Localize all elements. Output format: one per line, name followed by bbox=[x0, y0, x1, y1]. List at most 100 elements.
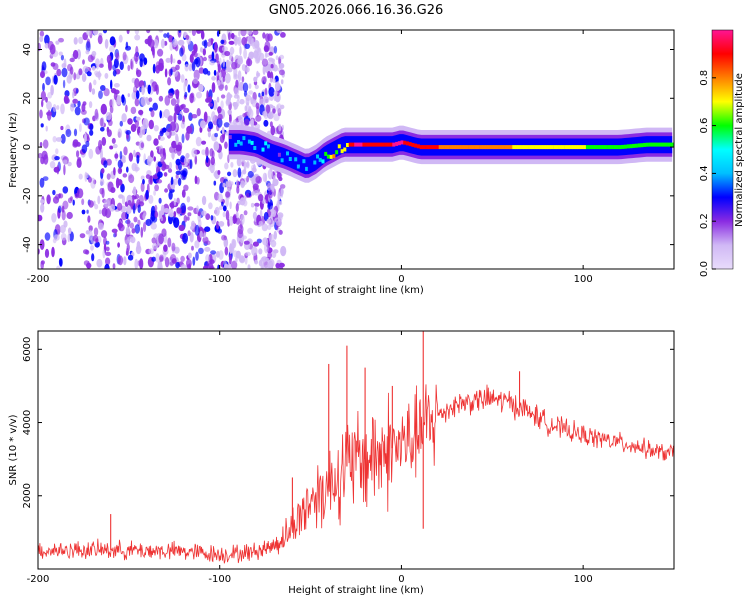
spectrogram-noise-blob bbox=[253, 76, 258, 83]
spectrogram-ridge-cell bbox=[615, 145, 619, 150]
spectrogram-noise-blob bbox=[208, 266, 215, 269]
spectrogram-noise-blob bbox=[250, 202, 255, 208]
spectrogram-noise-blob bbox=[130, 106, 137, 115]
spectrogram-ridge-cell bbox=[386, 142, 390, 147]
spectrogram-noise-blob bbox=[133, 216, 138, 223]
spectrogram-noise-blob bbox=[248, 106, 252, 116]
spectrogram-noise-blob bbox=[216, 71, 220, 81]
spectrogram-ridge-cell bbox=[299, 167, 303, 172]
snr-x-tick-label: 100 bbox=[574, 574, 593, 585]
spectrogram-ridge-cell bbox=[234, 142, 238, 147]
spectrogram-noise-blob bbox=[60, 54, 64, 61]
spectrogram-noise-blob bbox=[262, 64, 266, 75]
spectrogram-noise-blob bbox=[278, 262, 285, 268]
spectrogram-noise-blob bbox=[237, 57, 244, 65]
spectrogram-noise-blob bbox=[88, 101, 93, 109]
spectrogram-noise-blob bbox=[39, 177, 45, 188]
snr-x-tick-label: -200 bbox=[27, 574, 50, 585]
spectrogram-noise-blob bbox=[52, 136, 57, 143]
spectrogram-noise-blob bbox=[65, 128, 72, 138]
spectrogram-noise-blob bbox=[210, 37, 214, 46]
spectrogram-noise-blob bbox=[87, 176, 92, 183]
spectrogram-noise-blob bbox=[102, 249, 106, 259]
spectrogram-ridge-cell bbox=[509, 145, 513, 150]
spectrogram-noise-blob bbox=[40, 123, 44, 128]
spectrogram-noise-blob bbox=[94, 108, 99, 120]
spectrogram-noise-blob bbox=[278, 62, 285, 69]
spectrogram-noise-blob bbox=[180, 264, 187, 269]
spectrogram-noise-blob bbox=[228, 254, 232, 265]
spectrogram-noise-blob bbox=[112, 263, 116, 269]
spectrogram-noise-blob bbox=[189, 159, 193, 170]
spectrogram-noise-blob bbox=[254, 202, 260, 207]
spectrogram-noise-blob bbox=[195, 251, 199, 261]
spectrogram-noise-blob bbox=[273, 113, 280, 122]
spectrogram-ridge-cell bbox=[564, 145, 568, 150]
spectrogram-noise-blob bbox=[131, 228, 136, 234]
spectrogram-ridge-cell bbox=[411, 142, 415, 147]
spectrogram-ridge-cell bbox=[351, 142, 355, 147]
spectrogram-noise-blob bbox=[199, 47, 204, 53]
spectrogram-noise-blob bbox=[256, 70, 259, 79]
spectrogram-noise-blob bbox=[272, 78, 276, 83]
spectrogram-y-tick-label: 40 bbox=[22, 43, 33, 56]
spectrogram-noise-blob bbox=[89, 123, 94, 131]
spectrogram-noise-blob bbox=[160, 38, 165, 49]
spectrogram-noise-blob bbox=[91, 88, 96, 95]
spectrogram-noise-blob bbox=[279, 69, 285, 76]
spectrogram-noise-blob bbox=[81, 198, 85, 206]
spectrogram-ridge-cell bbox=[313, 160, 317, 165]
spectrogram-ridge-cell bbox=[316, 154, 319, 159]
spectrogram-noise-blob bbox=[245, 94, 252, 101]
spectrogram-noise-blob bbox=[47, 109, 52, 121]
spectrogram-noise-blob bbox=[112, 143, 118, 149]
spectrogram-ridge-cell bbox=[414, 143, 418, 148]
spectrogram-noise-blob bbox=[229, 201, 232, 210]
spectrogram-y-tick-label: -20 bbox=[22, 188, 33, 204]
spectrogram-noise-blob bbox=[264, 51, 268, 59]
spectrogram-noise-blob bbox=[177, 59, 182, 65]
spectrogram-noise-blob bbox=[113, 83, 120, 88]
spectrogram-ridge-cell bbox=[468, 145, 472, 150]
spectrogram-noise-blob bbox=[98, 90, 103, 99]
spectrogram-noise-blob bbox=[225, 98, 229, 107]
spectrogram-x-label: Height of straight line (km) bbox=[288, 285, 424, 296]
spectrogram-ridge-cell bbox=[493, 145, 497, 150]
spectrogram-noise-blob bbox=[131, 91, 137, 100]
snr-y-ticks: 2000 4000 6000 bbox=[22, 337, 674, 508]
spectrogram-x-tick-label: -100 bbox=[208, 274, 231, 285]
spectrogram-noise-blob bbox=[138, 109, 144, 116]
spectrogram-noise-blob bbox=[159, 130, 164, 137]
spectrogram-noise-blob bbox=[77, 157, 82, 162]
spectrogram-ridge-cell bbox=[594, 145, 597, 150]
spectrogram-ridge-cell bbox=[329, 154, 333, 159]
spectrogram-noise-blob bbox=[251, 246, 258, 256]
spectrogram-noise-blob bbox=[254, 206, 258, 212]
spectrogram-noise-blob bbox=[45, 76, 51, 86]
spectrogram-noise-blob bbox=[198, 219, 202, 228]
spectrogram-noise-blob bbox=[241, 64, 246, 71]
spectrogram-noise-blob bbox=[168, 191, 173, 200]
spectrogram-noise-blob bbox=[150, 150, 154, 159]
spectrogram-noise-blob bbox=[271, 251, 277, 258]
spectrogram-noise-blob bbox=[262, 237, 269, 246]
spectrogram-noise-blob bbox=[83, 117, 90, 126]
spectrogram-noise-blob bbox=[93, 227, 99, 236]
spectrogram-noise-blob bbox=[260, 263, 265, 269]
spectrogram-ridge-cell bbox=[561, 145, 565, 150]
spectrogram-noise-blob bbox=[266, 218, 272, 224]
spectrogram-noise-blob bbox=[175, 64, 180, 71]
spectrogram-noise-blob bbox=[169, 261, 174, 266]
spectrogram-ridge-cell bbox=[566, 145, 570, 150]
spectrogram-noise-blob bbox=[159, 256, 164, 263]
spectrogram-ridge-cell bbox=[294, 157, 298, 162]
spectrogram-ridge-cell bbox=[569, 145, 573, 150]
spectrogram-noise-blob bbox=[127, 64, 131, 72]
spectrogram-noise-blob bbox=[147, 84, 152, 95]
spectrogram-noise-blob bbox=[41, 99, 44, 108]
spectrogram-ridge-cell bbox=[495, 145, 499, 150]
spectrogram-noise-blob bbox=[220, 100, 224, 110]
spectrogram-noise-blob bbox=[104, 263, 110, 269]
spectrogram-ridge-cell bbox=[231, 142, 235, 146]
spectrogram-noise-blob bbox=[173, 112, 177, 123]
